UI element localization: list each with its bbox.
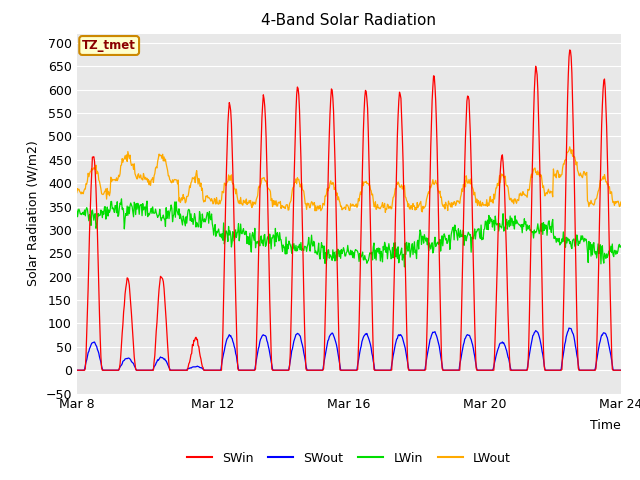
Y-axis label: Solar Radiation (W/m2): Solar Radiation (W/m2) — [27, 141, 40, 287]
Text: Time: Time — [590, 419, 621, 432]
Legend: SWin, SWout, LWin, LWout: SWin, SWout, LWin, LWout — [182, 447, 516, 469]
Text: TZ_tmet: TZ_tmet — [82, 39, 136, 52]
Title: 4-Band Solar Radiation: 4-Band Solar Radiation — [261, 13, 436, 28]
